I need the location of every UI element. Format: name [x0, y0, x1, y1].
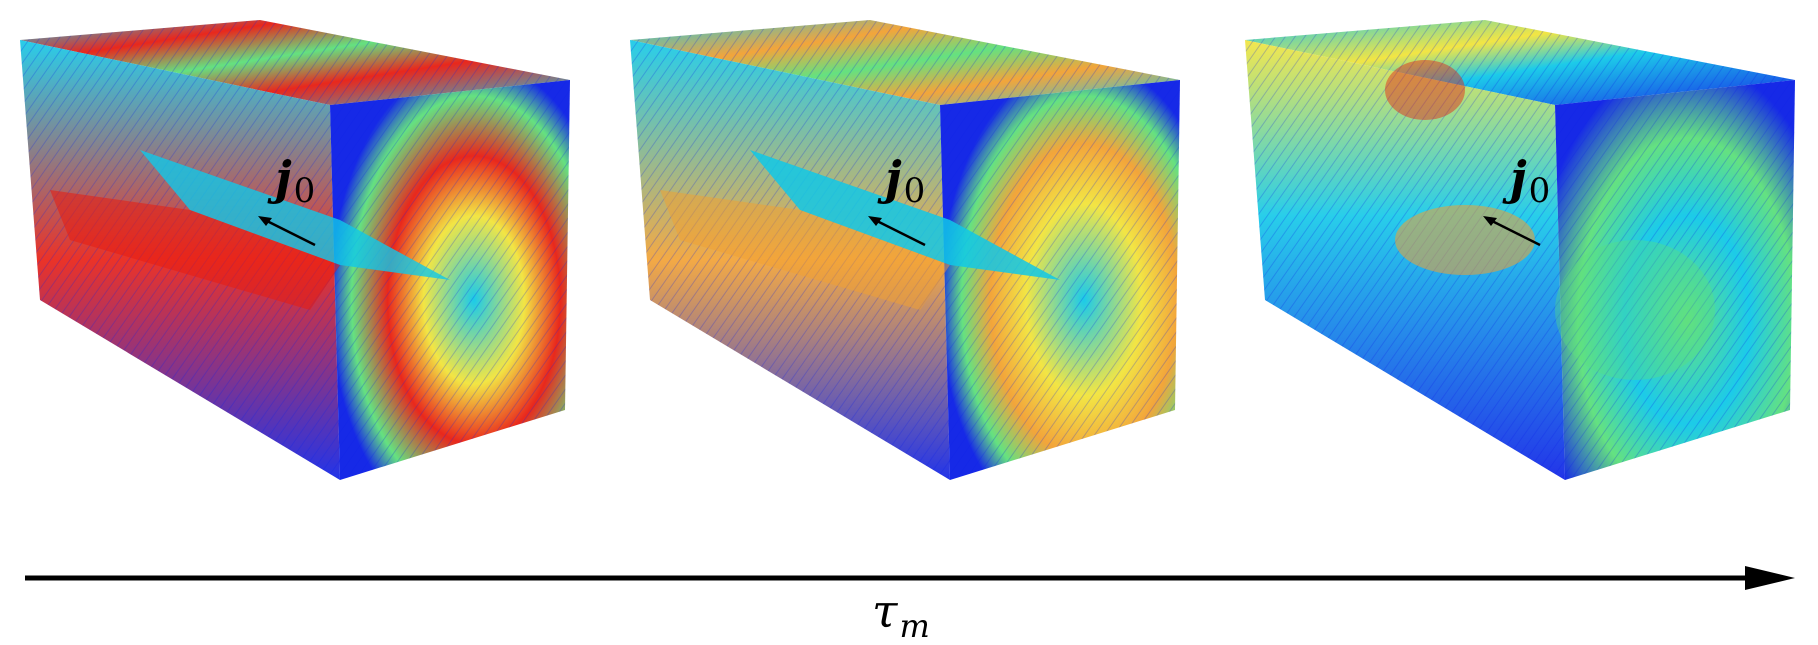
vector-field-cube-1 — [20, 20, 570, 480]
velocity-field-panel-3: j0 — [1235, 10, 1795, 540]
vector-label-1: j0 — [275, 151, 316, 211]
vector-field-cube-3 — [1245, 20, 1795, 480]
vector-field-cube-2 — [630, 20, 1180, 480]
velocity-field-panel-2: j0 — [620, 10, 1180, 540]
vector-label-3: j0 — [1510, 151, 1551, 211]
time-axis-label: τm — [872, 584, 930, 645]
vector-label-2: j0 — [885, 151, 926, 211]
velocity-field-panel-1: j0 — [10, 10, 570, 540]
